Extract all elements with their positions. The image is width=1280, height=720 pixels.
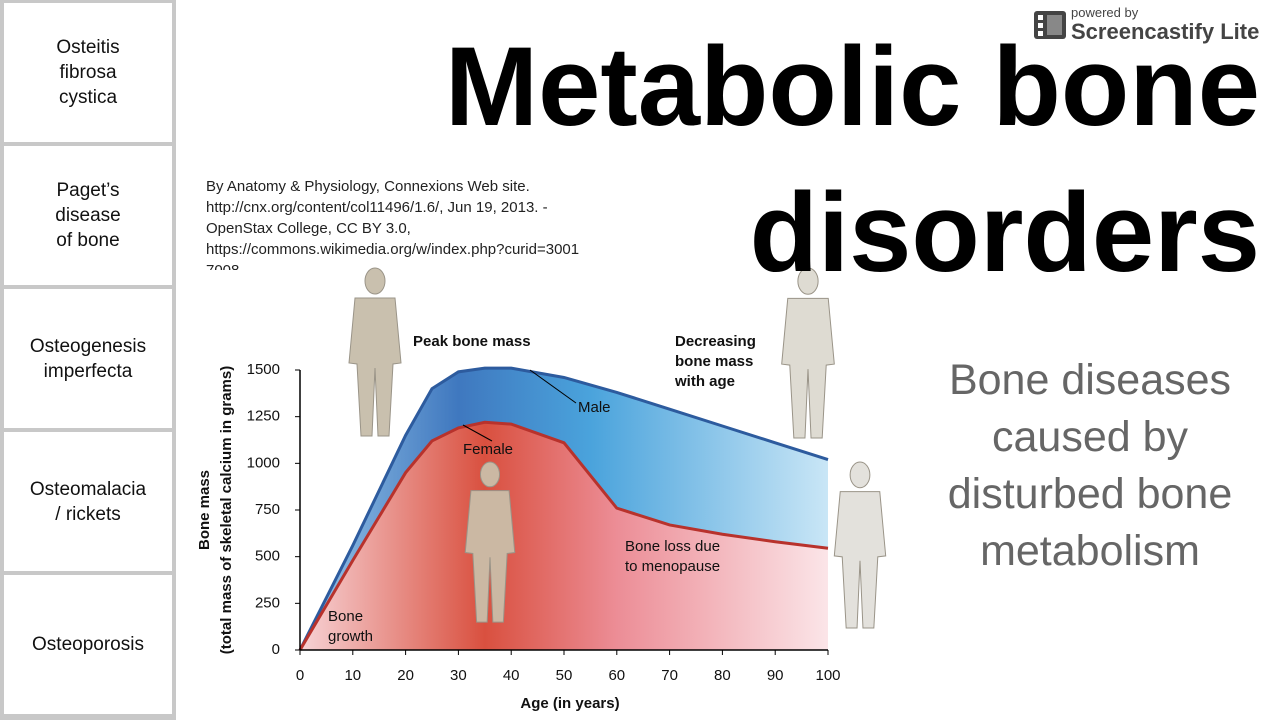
figure-head bbox=[364, 267, 386, 295]
x-tick-label: 70 bbox=[661, 667, 678, 684]
attribution-line: OpenStax College, CC BY 3.0, bbox=[206, 220, 411, 237]
subtitle-line: caused by bbox=[991, 413, 1189, 461]
sidebar-item-line: Osteoporosis bbox=[32, 634, 144, 655]
figure bbox=[464, 461, 516, 623]
y-tick-label: 250 bbox=[255, 594, 280, 611]
y-tick-label: 0 bbox=[272, 641, 280, 658]
annotation: to menopause bbox=[625, 558, 720, 575]
leader-line bbox=[462, 424, 493, 442]
y-tick-label: 1250 bbox=[247, 408, 280, 425]
figure-head bbox=[849, 461, 871, 489]
attribution-line: https://commons.wikimedia.org/w/index.ph… bbox=[206, 241, 580, 258]
series-label: Female bbox=[463, 441, 513, 458]
watermark-brand: Screencastify Lite bbox=[1071, 19, 1260, 44]
annotation: Bone bbox=[328, 608, 363, 625]
subtitle-line: metabolism bbox=[980, 527, 1200, 575]
figure-head bbox=[797, 267, 819, 295]
attribution-line: 7008 bbox=[206, 260, 666, 270]
x-tick-label: 10 bbox=[344, 667, 361, 684]
slide-title: Metabolic bone disorders bbox=[445, 14, 1260, 306]
y-tick-label: 750 bbox=[255, 501, 280, 518]
figure bbox=[348, 267, 402, 437]
subtitle-line: Bone diseases bbox=[948, 356, 1232, 404]
title-line: disorders bbox=[749, 170, 1260, 295]
annotation: growth bbox=[328, 628, 373, 645]
y-tick-label: 1000 bbox=[247, 454, 280, 471]
x-tick-label: 60 bbox=[608, 667, 625, 684]
annotation: Bone loss due bbox=[625, 538, 720, 555]
x-tick-label: 100 bbox=[815, 667, 840, 684]
x-tick-label: 90 bbox=[767, 667, 784, 684]
annotation: Decreasing bbox=[675, 333, 756, 350]
watermark-small: powered by bbox=[1071, 5, 1139, 20]
sidebar-item-line: Osteomalacia bbox=[29, 478, 147, 500]
leader-line bbox=[529, 369, 577, 404]
y-axis-label: (total mass of skeletal calcium in grams… bbox=[218, 366, 235, 654]
annotation: with age bbox=[674, 373, 735, 390]
sidebar-item[interactable]: Osteomalacia / rickets bbox=[4, 432, 172, 571]
subtitle-line: disturbed bone bbox=[947, 470, 1233, 518]
figure-body bbox=[464, 490, 516, 623]
sidebar-item-line: Osteitis bbox=[56, 37, 120, 58]
x-tick-label: 20 bbox=[397, 667, 414, 684]
x-tick-label: 80 bbox=[714, 667, 731, 684]
figure-body bbox=[348, 297, 402, 437]
series-line bbox=[298, 420, 829, 651]
annotation: Peak bone mass bbox=[413, 333, 531, 350]
sidebar-item-line: fibrosa bbox=[59, 62, 117, 83]
x-tick-label: 30 bbox=[450, 667, 467, 684]
watermark: powered by Screencastify Lite bbox=[1029, 4, 1274, 44]
sidebar-item-line: / rickets bbox=[55, 503, 121, 525]
sidebar-item-line: disease bbox=[55, 205, 121, 226]
series-area bbox=[300, 422, 828, 650]
x-tick-label: 50 bbox=[556, 667, 573, 684]
attribution: By Anatomy & Physiology, Connexions Web … bbox=[206, 176, 666, 270]
title-line: Metabolic bone bbox=[444, 24, 1260, 149]
figure-head bbox=[479, 461, 501, 488]
series-label: Male bbox=[578, 399, 611, 416]
watermark-icon bbox=[1034, 11, 1066, 39]
sidebar-item[interactable]: Osteogenesis imperfecta bbox=[4, 289, 172, 428]
figure-body bbox=[833, 491, 887, 629]
sidebar-item-line: cystica bbox=[58, 87, 118, 108]
x-tick-label: 40 bbox=[503, 667, 520, 684]
x-tick-label: 0 bbox=[296, 667, 304, 684]
sidebar-item-line: imperfecta bbox=[43, 360, 133, 382]
figure bbox=[833, 461, 887, 629]
attribution-line: http://cnx.org/content/col11496/1.6/, Ju… bbox=[206, 199, 548, 216]
attribution-line: By Anatomy & Physiology, Connexions Web … bbox=[206, 178, 530, 195]
sidebar-item-line: Osteogenesis bbox=[29, 335, 147, 357]
sidebar-item-line: of bone bbox=[56, 230, 120, 251]
figure bbox=[781, 267, 835, 439]
figure-body bbox=[781, 297, 835, 439]
y-axis-label: Bone mass bbox=[196, 470, 213, 550]
x-axis-label: Age (in years) bbox=[520, 695, 619, 712]
slide-subtitle: Bone diseases caused by disturbed bone meta… bbox=[900, 352, 1280, 580]
annotation: bone mass bbox=[675, 353, 753, 370]
sidebar: Osteitis fibrosa cystica Paget’s disease of b… bbox=[0, 0, 176, 720]
sidebar-item[interactable]: Osteitis fibrosa cystica bbox=[4, 3, 172, 142]
y-tick-label: 500 bbox=[255, 548, 280, 565]
series-line bbox=[298, 366, 829, 651]
sidebar-item[interactable]: Osteoporosis bbox=[4, 575, 172, 714]
sidebar-item-line: Paget’s bbox=[56, 180, 120, 201]
y-tick-label: 1500 bbox=[247, 361, 280, 378]
sidebar-item[interactable]: Paget’s disease of bone bbox=[4, 146, 172, 285]
